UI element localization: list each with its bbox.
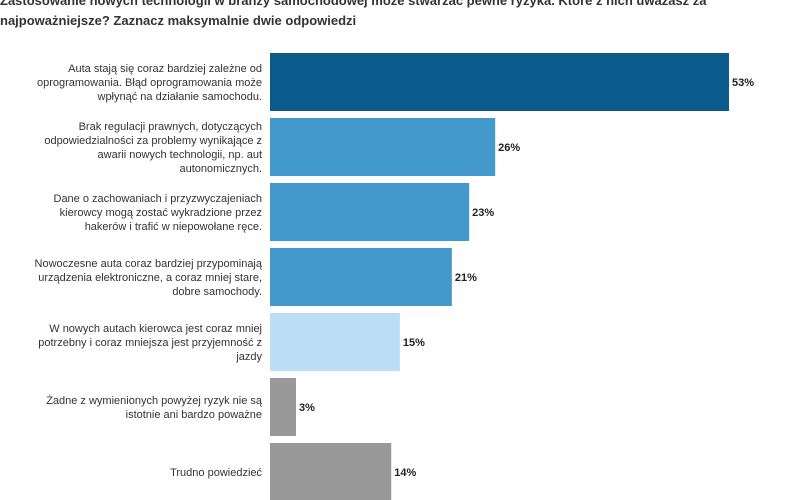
chart-title: Zastosowanie nowych technologii w branży… [0, 0, 790, 31]
category-label-line: wpłynąć na działanie samochodu. [97, 91, 263, 103]
category-label-line: jazdy [235, 351, 262, 363]
bar-1 [270, 53, 729, 111]
category-label-line: Auta stają się coraz bardziej zależne od [68, 63, 262, 75]
bar-4 [270, 248, 452, 306]
chart-title-line-1: Zastosowanie nowych technologii w branży… [0, 0, 707, 8]
category-label-line: Żadne z wymienionych powyżej ryzyk nie s… [46, 394, 263, 407]
category-label-line: Nowoczesne auta coraz bardziej przypomin… [35, 258, 263, 270]
category-label-line: kierowcy mogą zostać wykradzione przez [60, 207, 262, 219]
bar-7 [270, 443, 392, 500]
bar-3 [270, 183, 470, 241]
category-label-line: hakerów i trafić w niepowołane ręce. [85, 221, 262, 233]
category-label-line: autonomicznych. [179, 163, 262, 175]
category-label-line: Trudno powiedzieć [170, 467, 262, 479]
category-label-line: dobre samochody. [172, 286, 262, 298]
category-label-line: oprogramowania. Błąd oprogramowania może [37, 77, 262, 89]
category-label-1: Auta stają się coraz bardziej zależne od… [37, 63, 262, 103]
bar-2 [270, 118, 496, 176]
value-label-6: 3% [299, 402, 315, 414]
category-label-line: odpowiedzialności za problemy wynikające… [44, 135, 262, 147]
value-label-1: 53% [732, 77, 754, 89]
value-label-5: 15% [403, 337, 425, 349]
category-label-line: urządzenia elektroniczne, a coraz mniej … [38, 272, 262, 284]
category-label-line: Brak regulacji prawnych, dotyczących [79, 121, 262, 133]
category-label-2: Brak regulacji prawnych, dotyczących odpo… [44, 121, 262, 175]
value-label-4: 21% [455, 272, 477, 284]
value-label-3: 23% [472, 207, 494, 219]
chart-title-line-2: najpoważniejsze? Zaznacz maksymalnie dwi… [0, 13, 357, 28]
value-label-2: 26% [498, 142, 520, 154]
bar-6 [270, 378, 296, 436]
category-label-7: Trudno powiedzieć [170, 467, 262, 479]
category-label-line: Dane o zachowaniach i przyzwyczajeniach [54, 193, 263, 205]
category-label-3: Dane o zachowaniach i przyzwyczajeniach k… [54, 193, 263, 233]
category-label-line: W nowych autach kierowca jest coraz mnie… [49, 323, 262, 335]
category-label-line: istotnie ani bardzo poważne [126, 409, 262, 421]
value-label-7: 14% [394, 467, 416, 479]
category-label-line: awarii nowych technologii, np. aut [98, 149, 262, 161]
category-label-line: potrzebny i coraz mniejsza jest przyjemn… [38, 337, 262, 349]
bar-5 [270, 313, 400, 371]
category-label-5: W nowych autach kierowca jest coraz mnie… [38, 323, 262, 363]
category-label-4: Nowoczesne auta coraz bardziej przypomin… [35, 258, 263, 298]
category-label-6: Żadne z wymienionych powyżej ryzyk nie s… [46, 394, 263, 421]
